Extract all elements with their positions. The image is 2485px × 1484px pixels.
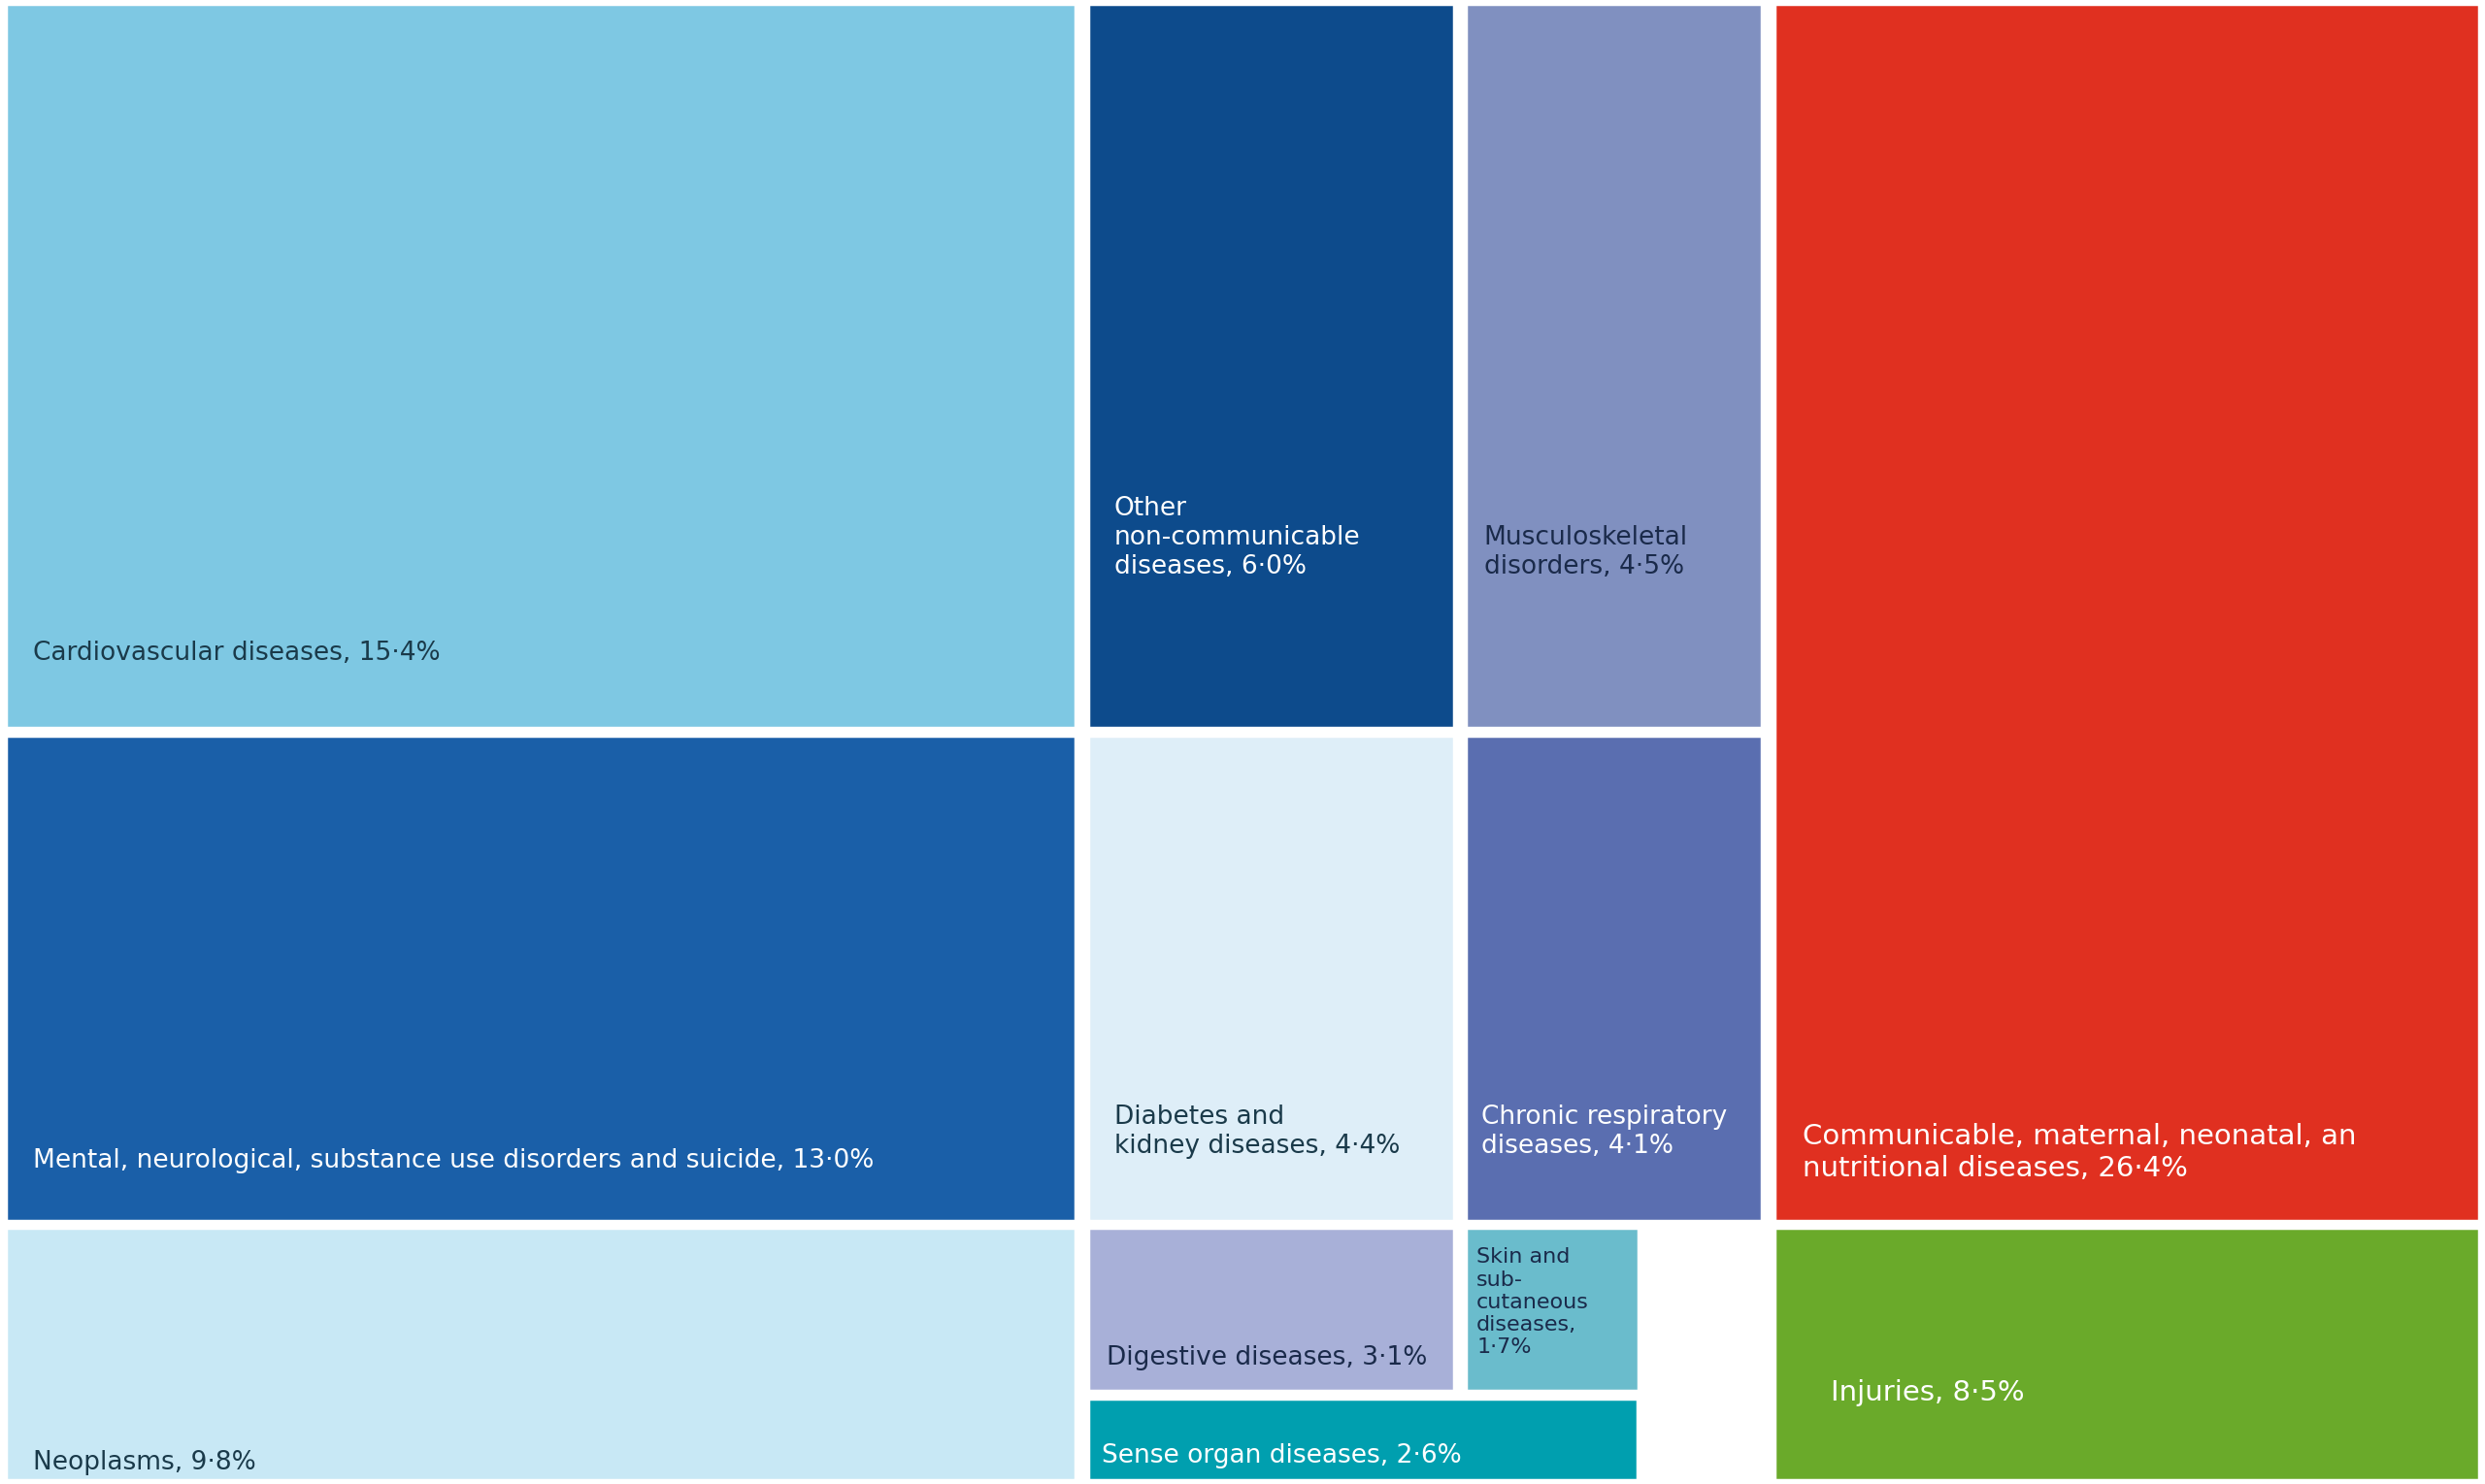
Text: Neoplasms, 9·8%: Neoplasms, 9·8% — [32, 1450, 256, 1475]
Bar — [1774, 3, 2480, 1220]
Text: Chronic respiratory
diseases, 4·1%: Chronic respiratory diseases, 4·1% — [1481, 1104, 1727, 1159]
Bar — [1088, 1227, 1454, 1391]
Text: Other
non-communicable
diseases, 6·0%: Other non-communicable diseases, 6·0% — [1113, 496, 1359, 580]
Bar — [7, 3, 1076, 727]
Text: Cardiovascular diseases, 15·4%: Cardiovascular diseases, 15·4% — [32, 641, 440, 666]
Text: Injuries, 8·5%: Injuries, 8·5% — [1831, 1379, 2025, 1407]
Bar — [1088, 735, 1454, 1220]
Bar — [1466, 735, 1762, 1220]
Bar — [7, 735, 1076, 1220]
Bar — [1088, 1398, 1638, 1480]
Bar — [1466, 1227, 1640, 1391]
Bar — [1466, 3, 1762, 727]
Text: Digestive diseases, 3·1%: Digestive diseases, 3·1% — [1106, 1346, 1426, 1371]
Text: Communicable, maternal, neonatal, an
nutritional diseases, 26·4%: Communicable, maternal, neonatal, an nut… — [1802, 1123, 2356, 1181]
Text: Diabetes and
kidney diseases, 4·4%: Diabetes and kidney diseases, 4·4% — [1113, 1104, 1399, 1159]
Bar — [1774, 1227, 2480, 1480]
Text: Mental, neurological, substance use disorders and suicide, 13·0%: Mental, neurological, substance use diso… — [32, 1147, 875, 1172]
Text: Skin and
sub-
cutaneous
diseases,
1·7%: Skin and sub- cutaneous diseases, 1·7% — [1476, 1248, 1588, 1356]
Bar — [1088, 3, 1454, 727]
Text: Musculoskeletal
disorders, 4·5%: Musculoskeletal disorders, 4·5% — [1484, 525, 1687, 579]
Bar — [7, 1227, 1076, 1480]
Text: Sense organ diseases, 2·6%: Sense organ diseases, 2·6% — [1103, 1444, 1461, 1469]
